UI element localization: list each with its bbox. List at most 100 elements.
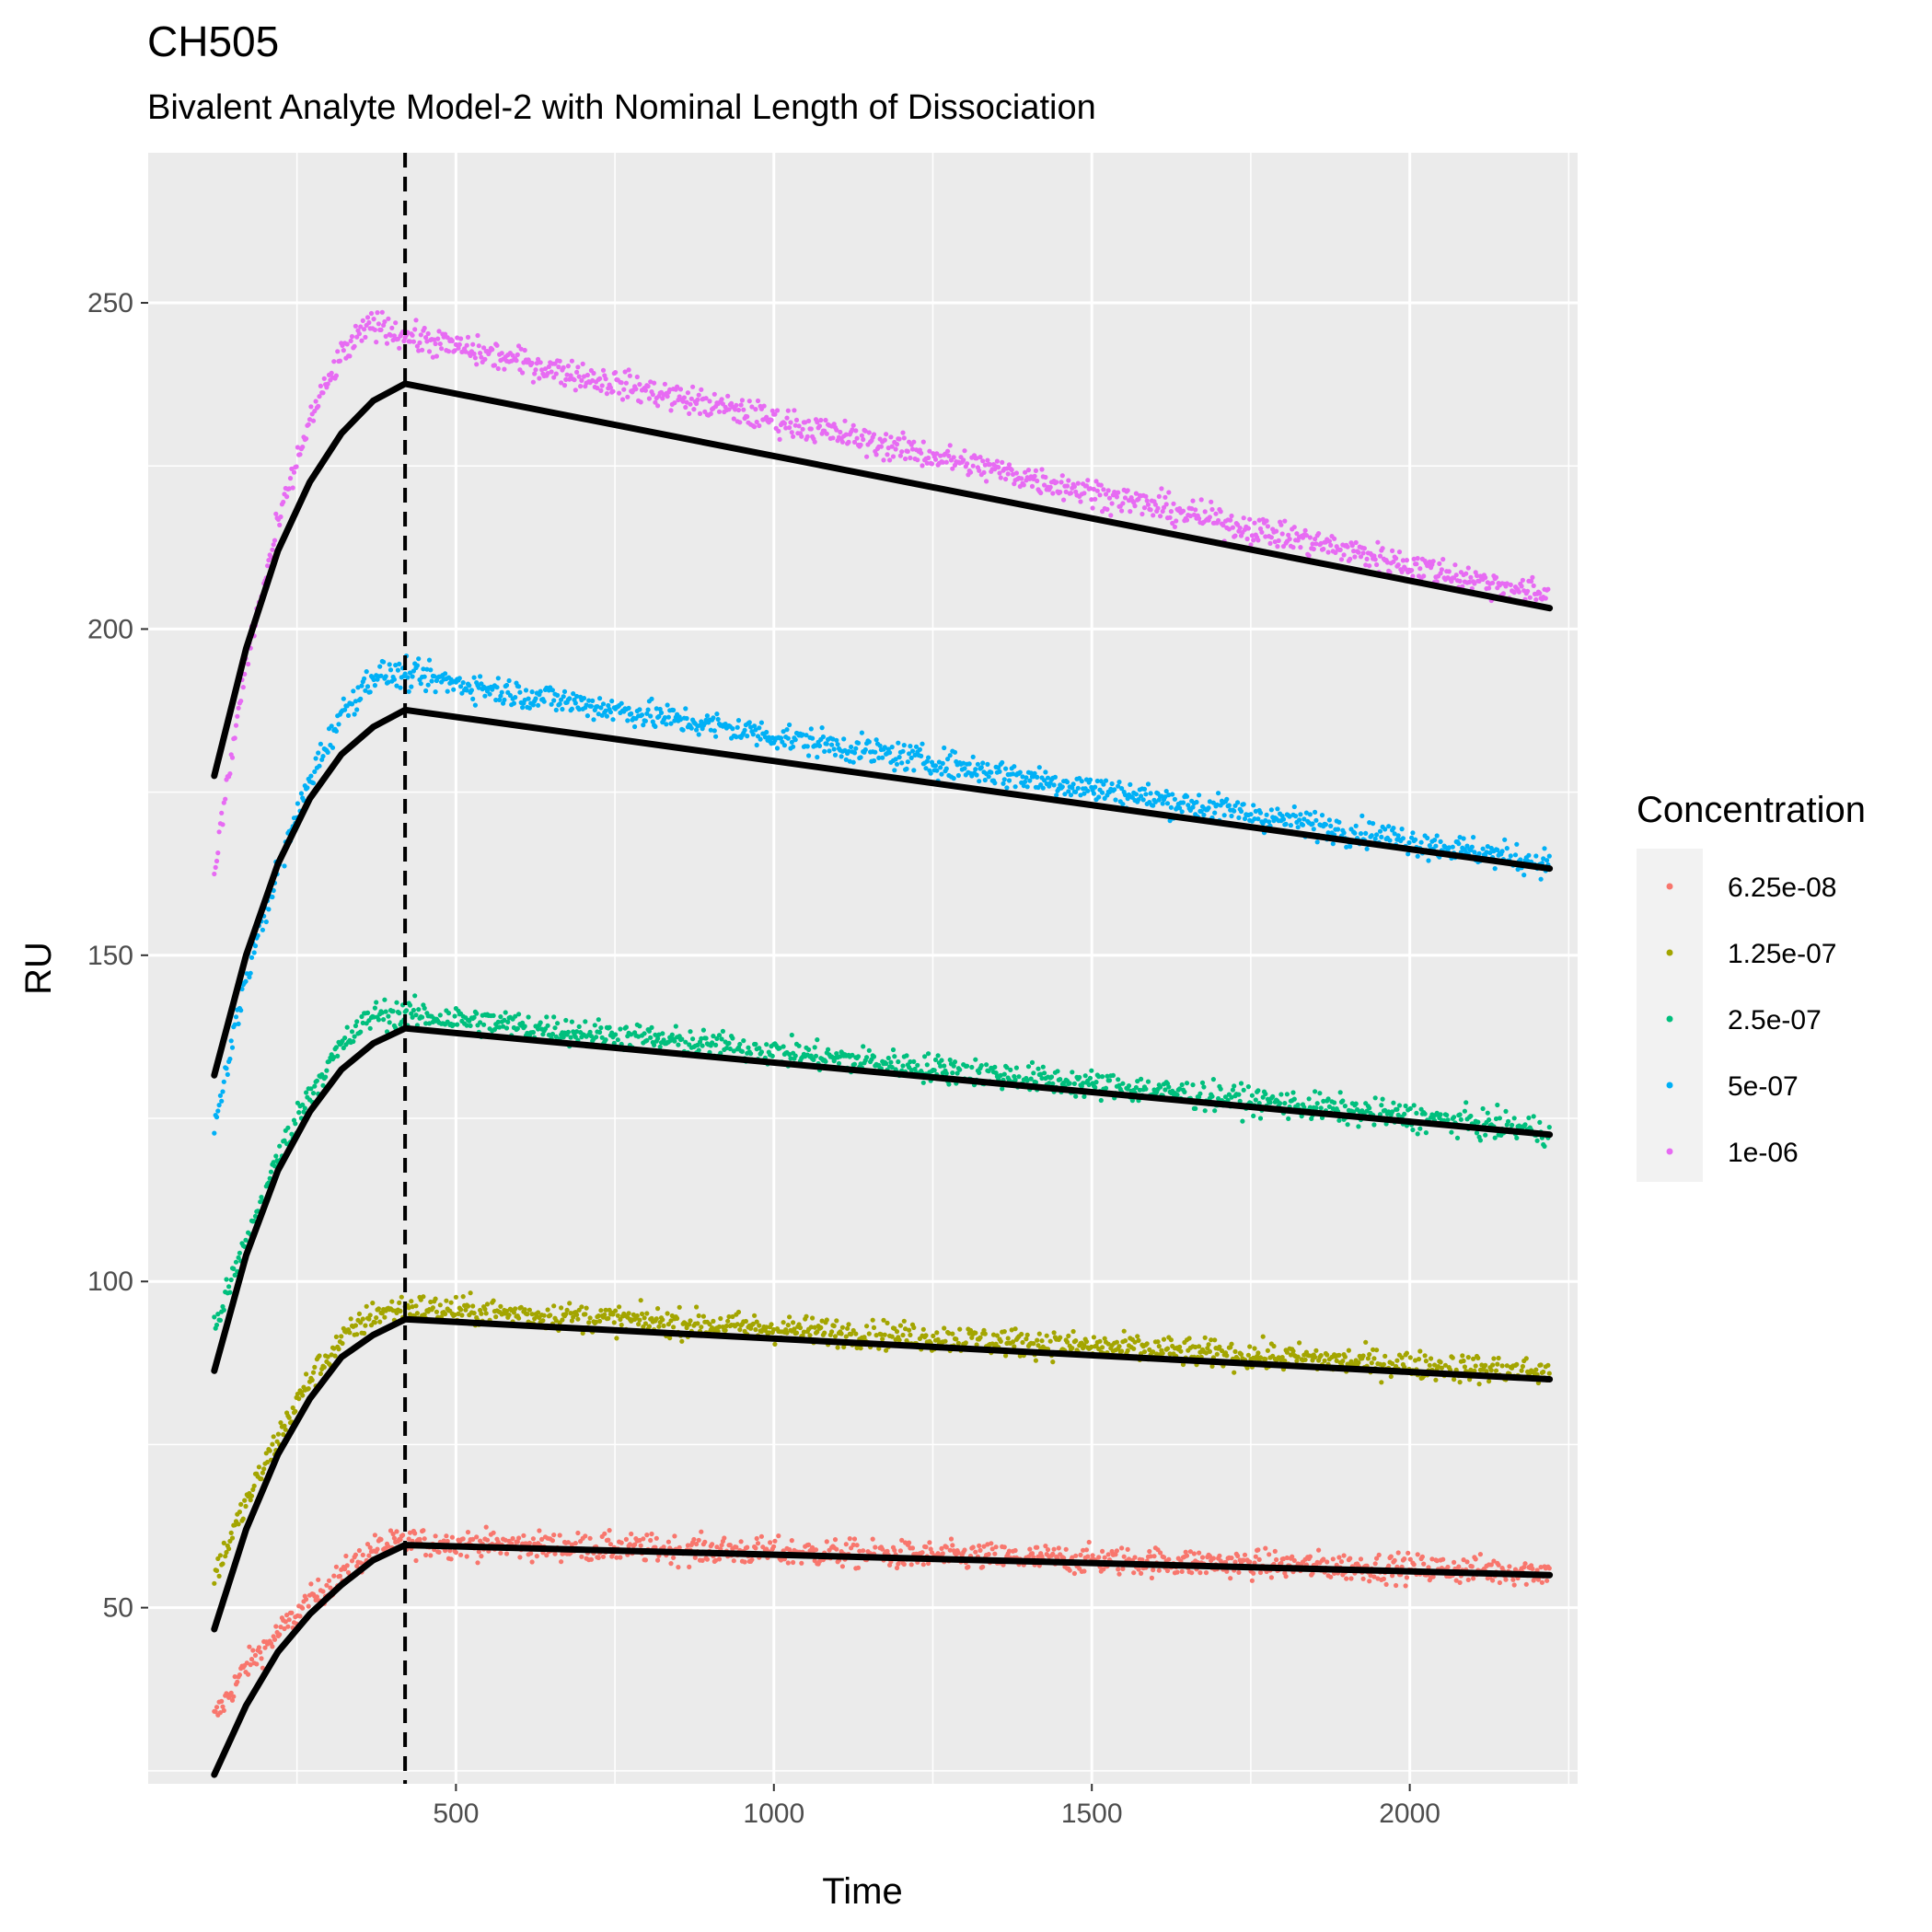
data-point	[422, 1536, 427, 1542]
data-point	[263, 1451, 269, 1456]
data-point	[1156, 1568, 1162, 1573]
data-point	[545, 1023, 550, 1028]
data-point	[1541, 856, 1546, 862]
data-point	[228, 1277, 234, 1283]
data-point	[319, 1071, 325, 1078]
data-point	[491, 1298, 496, 1303]
data-point	[583, 1019, 588, 1024]
data-point	[1035, 1337, 1040, 1343]
data-point	[1151, 803, 1156, 808]
data-point	[1313, 1089, 1318, 1094]
data-point	[1035, 774, 1040, 781]
data-point	[545, 371, 550, 376]
data-point	[317, 763, 322, 769]
data-point	[806, 1047, 812, 1052]
data-point	[1433, 843, 1439, 849]
data-point	[354, 707, 360, 712]
data-point	[607, 710, 614, 715]
data-point	[307, 417, 313, 422]
data-point	[390, 1009, 396, 1014]
data-point	[923, 766, 929, 771]
data-point	[326, 1059, 332, 1064]
data-point	[443, 1311, 448, 1317]
data-point	[221, 800, 226, 805]
data-point	[806, 753, 812, 758]
data-point	[806, 1542, 812, 1547]
data-point	[1541, 1369, 1546, 1375]
data-point	[546, 1032, 552, 1037]
data-point	[1406, 1550, 1411, 1556]
data-point	[1395, 1112, 1401, 1117]
data-point	[1533, 1367, 1539, 1372]
data-point	[1271, 1343, 1277, 1349]
data-point	[465, 1530, 471, 1535]
data-point	[469, 688, 474, 693]
data-point	[354, 334, 360, 340]
data-point	[422, 325, 427, 331]
data-point	[1376, 1552, 1382, 1557]
data-point	[877, 743, 883, 748]
data-point	[938, 1063, 943, 1069]
data-point	[376, 1017, 381, 1023]
data-point	[217, 1710, 223, 1716]
data-point	[753, 1041, 758, 1047]
data-point	[855, 740, 862, 746]
data-point	[1224, 1353, 1230, 1359]
data-point	[479, 354, 484, 360]
data-point	[1274, 1556, 1279, 1563]
data-point	[1288, 1352, 1293, 1358]
data-point	[1457, 1579, 1463, 1585]
data-point	[690, 384, 696, 389]
data-point	[696, 392, 701, 398]
data-point	[263, 919, 269, 925]
data-point	[1035, 1066, 1041, 1071]
data-point	[1374, 1556, 1380, 1561]
data-point	[954, 1070, 960, 1076]
data-point	[475, 332, 480, 339]
data-point	[584, 702, 589, 708]
data-point	[212, 1580, 217, 1586]
data-point	[1263, 1545, 1268, 1551]
data-point	[364, 684, 371, 689]
data-point	[465, 1303, 471, 1309]
data-point	[697, 723, 703, 728]
data-point	[449, 338, 455, 343]
data-point	[539, 1536, 545, 1542]
data-point	[1166, 792, 1172, 798]
data-point	[579, 1304, 584, 1310]
data-point	[672, 1038, 677, 1044]
data-point	[1318, 1353, 1324, 1359]
data-point	[812, 439, 817, 445]
data-point	[787, 1314, 792, 1320]
data-point	[464, 342, 469, 348]
data-point	[597, 696, 603, 701]
data-point	[265, 1459, 271, 1465]
data-point	[1417, 1126, 1423, 1131]
data-point	[1100, 1345, 1105, 1350]
data-point	[1367, 820, 1372, 826]
data-point	[1125, 1348, 1130, 1353]
data-point	[1016, 1074, 1022, 1080]
data-point	[284, 494, 290, 500]
data-point	[911, 1325, 917, 1330]
data-point	[1495, 847, 1500, 853]
data-point	[1105, 1341, 1111, 1347]
data-point	[1229, 1341, 1234, 1347]
data-point	[362, 676, 367, 681]
data-point	[866, 739, 872, 745]
data-point	[574, 1312, 580, 1317]
data-point	[416, 656, 422, 662]
data-point	[1493, 1116, 1499, 1122]
data-point	[228, 1690, 234, 1695]
data-point	[1051, 1330, 1057, 1336]
data-point	[417, 340, 422, 345]
data-point	[341, 348, 346, 353]
data-point	[657, 706, 663, 712]
data-point	[1359, 813, 1365, 819]
data-point	[220, 1704, 226, 1709]
data-point	[901, 1561, 907, 1568]
data-point	[973, 1549, 978, 1555]
data-point	[823, 417, 828, 423]
data-point	[1207, 1554, 1212, 1559]
data-point	[1113, 1552, 1118, 1557]
